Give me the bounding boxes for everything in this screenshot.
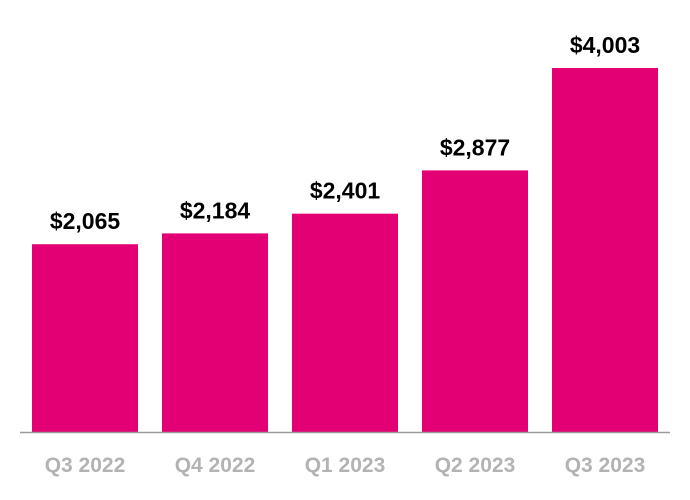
category-label-2: Q1 2023 [305, 454, 386, 477]
bar-0 [32, 244, 138, 432]
category-label-4: Q3 2023 [565, 454, 646, 477]
data-label-3: $2,877 [440, 134, 510, 160]
bar-4 [552, 68, 658, 432]
data-label-4: $4,003 [570, 32, 640, 58]
category-label-1: Q4 2022 [175, 454, 256, 477]
data-label-0: $2,065 [50, 208, 121, 234]
data-label-2: $2,401 [310, 178, 381, 204]
category-label-3: Q2 2023 [435, 454, 516, 477]
bar-2 [292, 213, 398, 432]
category-label-0: Q3 2022 [45, 454, 126, 477]
data-label-1: $2,184 [180, 197, 251, 223]
bar-1 [162, 233, 268, 432]
bar-3 [422, 170, 528, 432]
